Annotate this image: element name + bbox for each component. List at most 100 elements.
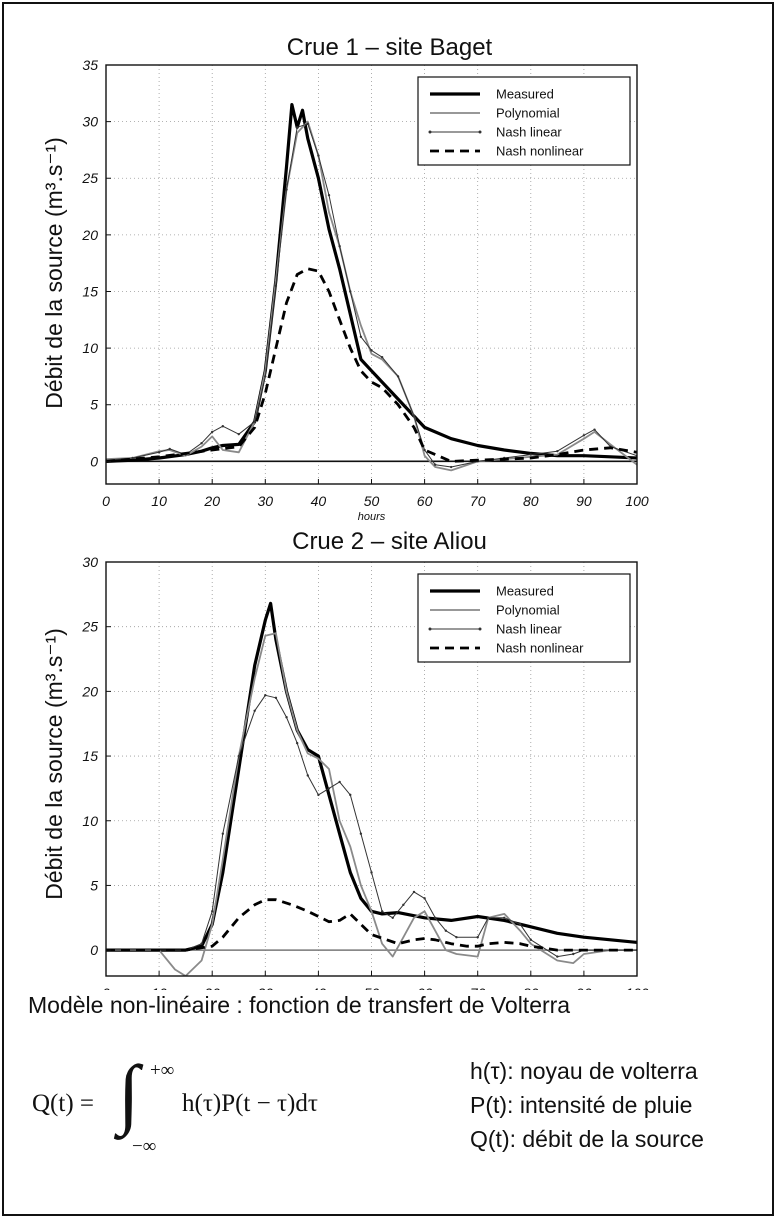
y-tick-label: 15: [82, 748, 98, 764]
y-tick-label: 0: [90, 453, 98, 469]
legend-label: Nash linear: [496, 125, 562, 140]
series-line-measured: [106, 601, 637, 952]
definition-p: P(t): intensité de pluie: [470, 1092, 693, 1118]
series-point: [327, 194, 331, 197]
series-point: [349, 793, 352, 797]
series-point: [572, 952, 575, 956]
y-axis-label: Débit de la source (m³.s⁻¹): [41, 628, 67, 900]
series-point: [295, 126, 299, 129]
x-tick-label: 10: [151, 985, 167, 990]
series-point: [412, 890, 416, 894]
series-point: [487, 916, 490, 919]
series-point: [582, 434, 586, 437]
series-line-measured: [106, 102, 637, 463]
series-point: [380, 355, 384, 359]
y-tick-label: 15: [82, 283, 98, 299]
x-tick-label: 80: [523, 493, 539, 509]
series-point: [221, 425, 225, 428]
series-point: [370, 349, 373, 352]
series-point: [529, 938, 532, 941]
formula-integrand: h(τ)P(t − τ)dτ: [182, 1090, 318, 1117]
model-title: Modèle non-linéaire : fonction de transf…: [28, 992, 571, 1018]
series-point: [449, 465, 453, 469]
series-point: [295, 741, 299, 745]
series-point: [402, 903, 405, 907]
plots-canvas: 0 10 20 30 40 50 60 70 80 90 10005101520253035hour…: [41, 57, 649, 990]
legend-marker: [478, 130, 482, 134]
series-point: [237, 432, 240, 436]
series-point: [327, 787, 331, 790]
y-tick-label: 25: [81, 619, 98, 635]
series-point: [253, 420, 256, 423]
series-point: [412, 414, 416, 418]
x-axis-label: hours: [358, 511, 386, 523]
formula-upper-limit: +∞: [150, 1060, 175, 1081]
x-tick-label: 90: [576, 985, 592, 990]
series-point: [396, 375, 400, 378]
legend-label: Nash nonlinear: [496, 144, 584, 159]
y-tick-label: 10: [82, 813, 98, 829]
y-axis-label: Débit de la source (m³.s⁻¹): [41, 137, 67, 409]
series-point: [306, 774, 309, 777]
series-point: [434, 916, 437, 919]
x-tick-label: 100: [625, 493, 649, 509]
series-point: [391, 916, 394, 919]
definition-q: Q(t): débit de la source: [470, 1126, 704, 1152]
legend-label: Polynomial: [496, 603, 560, 618]
y-tick-label: 5: [90, 397, 98, 413]
y-tick-label: 20: [81, 227, 98, 243]
x-tick-label: 60: [417, 493, 433, 509]
series-point: [556, 955, 559, 958]
series-point: [349, 290, 352, 293]
y-tick-label: 0: [90, 942, 98, 958]
x-tick-label: 30: [258, 985, 274, 990]
chart-title-1: Crue 1 – site Baget: [286, 34, 493, 61]
legend-marker: [428, 130, 432, 134]
series-point: [285, 188, 288, 191]
chart-2: 0102030405060708090100051015202530hoursD…: [41, 554, 649, 990]
series-line-polynomial: [106, 632, 637, 976]
x-tick-label: 50: [364, 985, 380, 990]
legend-marker: [478, 627, 482, 631]
series-point: [370, 871, 373, 874]
series-point: [455, 935, 458, 939]
series-point: [237, 754, 240, 758]
series-point: [444, 929, 448, 932]
legend-label: Measured: [496, 584, 554, 599]
series-point: [317, 793, 320, 797]
series-point: [593, 428, 596, 431]
x-tick-label: 20: [203, 985, 220, 990]
x-tick-label: 0: [102, 985, 110, 990]
series-point: [423, 897, 426, 900]
x-tick-label: 100: [625, 985, 649, 990]
series-point: [359, 335, 363, 338]
x-tick-label: 80: [523, 985, 539, 990]
legend-label: Measured: [496, 87, 554, 102]
chart-1: 0 10 20 30 40 50 60 70 80 90 100 0 5 10 15 20 25 30 35 hour…: [41, 57, 649, 523]
series-point: [200, 442, 203, 445]
x-tick-label: 40: [311, 493, 327, 509]
series-point: [221, 832, 225, 835]
y-tick-label: 30: [82, 554, 98, 570]
series-point: [380, 910, 384, 913]
y-tick-label: 20: [81, 683, 98, 699]
x-tick-label: 50: [364, 493, 380, 509]
x-tick-label: 10: [151, 493, 167, 509]
series-point: [503, 916, 506, 919]
formula-lower-limit: −∞: [132, 1136, 157, 1157]
series-point: [317, 154, 320, 157]
legend: Measured Polynomial Nash linear Nash nonlin…: [417, 573, 631, 663]
legend-marker: [428, 627, 432, 631]
x-tick-label: 90: [576, 493, 592, 509]
y-tick-label: 35: [82, 57, 98, 73]
chart-title-2: Crue 2 – site Aliou: [292, 528, 487, 555]
x-tick-label: 70: [470, 493, 486, 509]
series-point: [157, 451, 161, 454]
y-tick-label: 10: [82, 340, 98, 356]
legend: Measured Polynomial Nash linear Nash nonlin…: [417, 76, 631, 166]
series-point: [211, 430, 214, 434]
series-line-nash-linear: [106, 123, 637, 468]
series-point: [423, 448, 426, 452]
series-point: [131, 456, 134, 460]
